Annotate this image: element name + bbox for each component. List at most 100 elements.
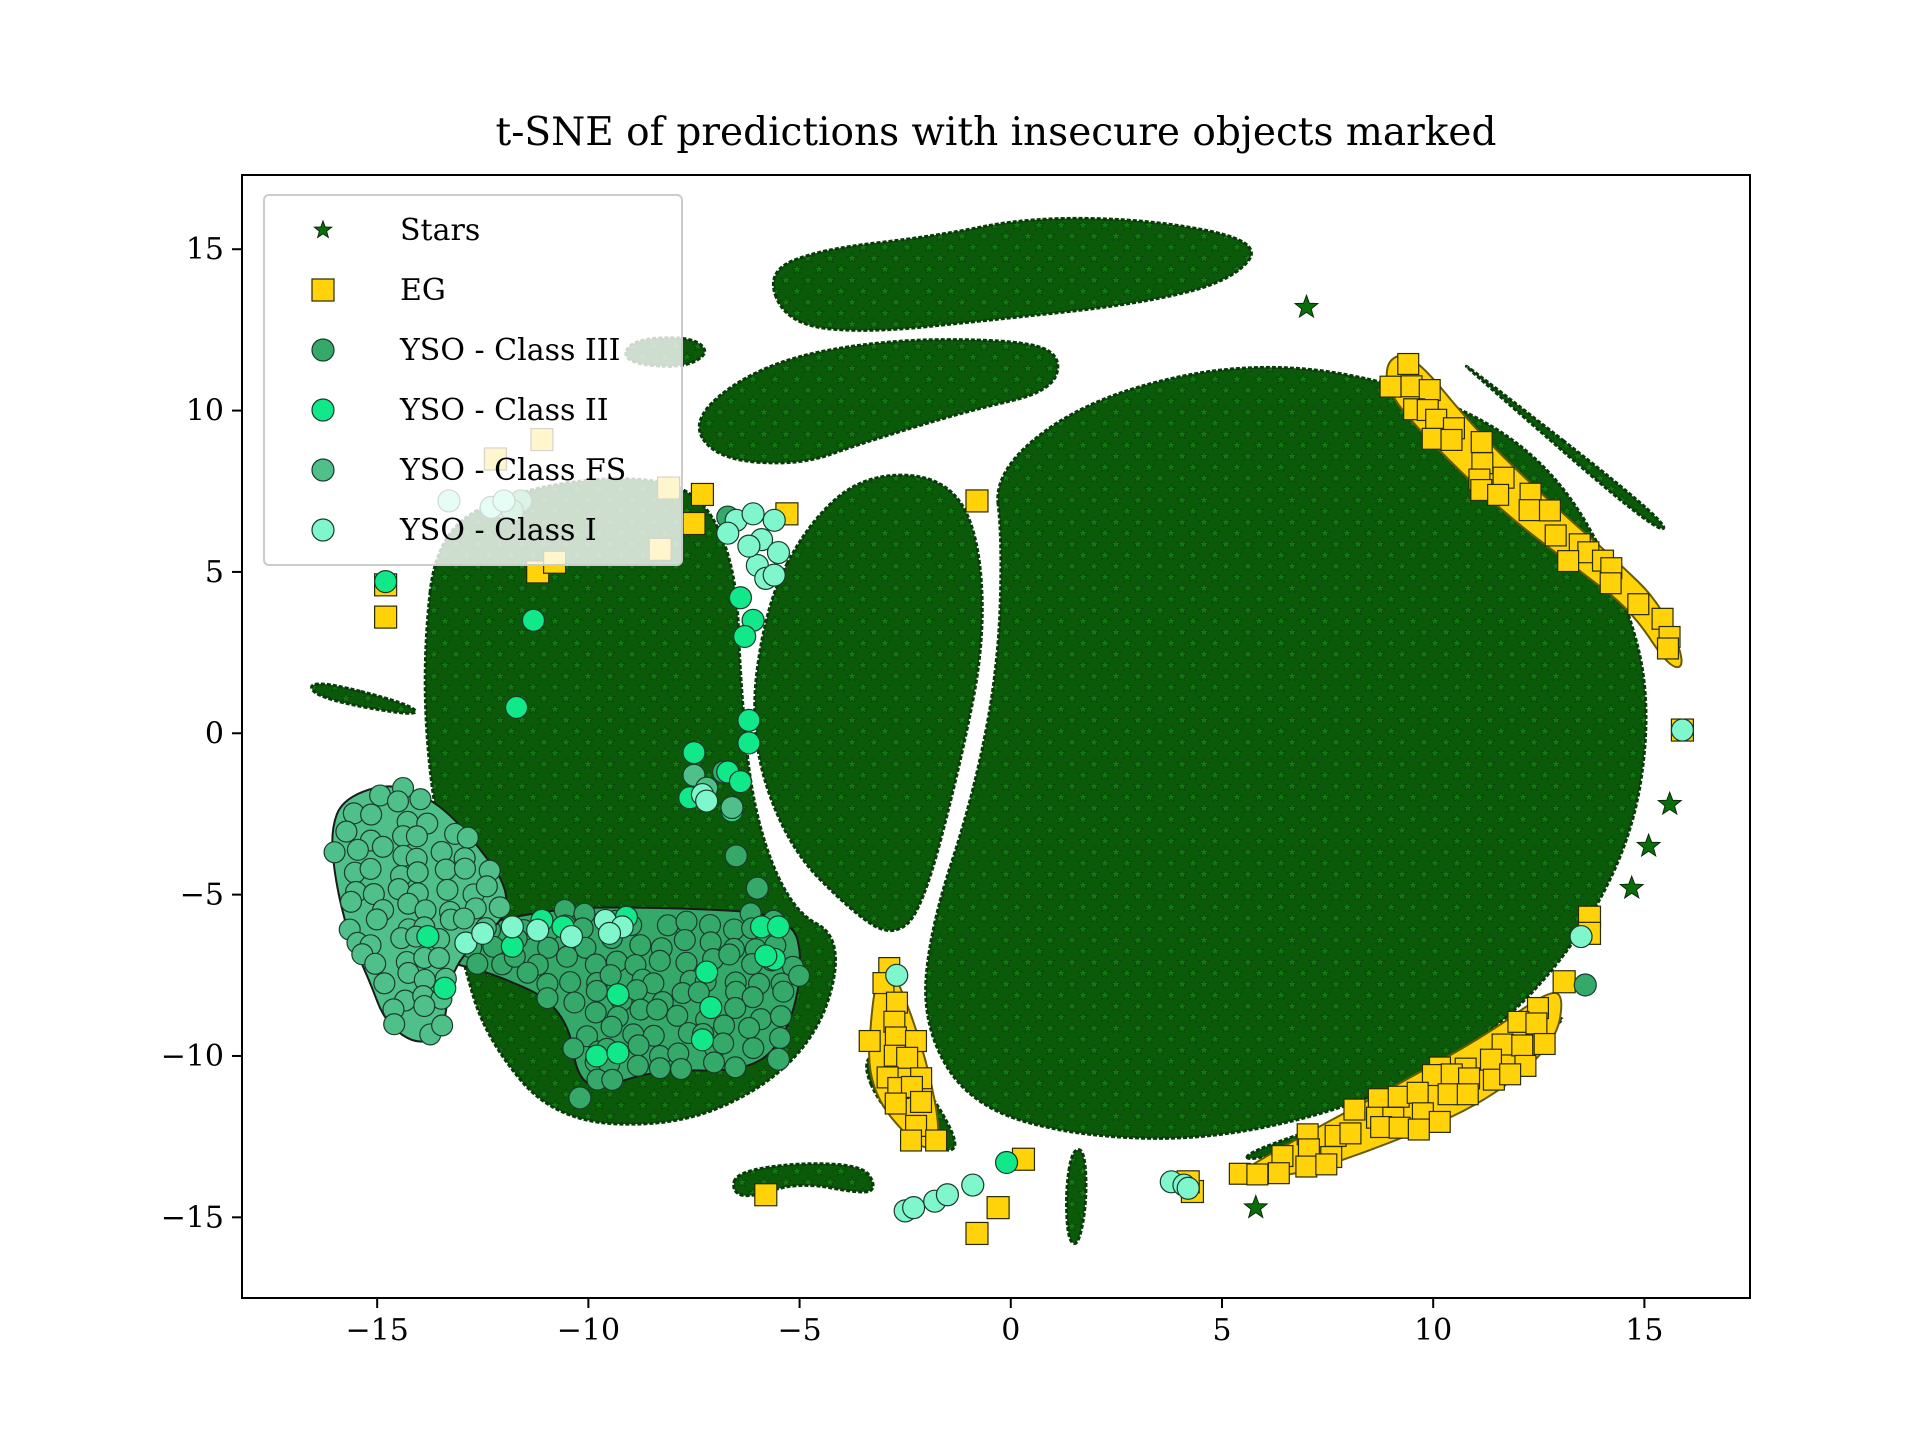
yso-class-ii-point — [690, 1028, 715, 1052]
yso-class-iii-marker — [669, 1057, 693, 1081]
eg-marker — [1470, 430, 1493, 454]
stars-region-second-band — [697, 338, 1060, 465]
eg-marker — [925, 1129, 948, 1152]
yso-class-iii-marker — [584, 1001, 607, 1024]
yso-class-ii-point — [374, 570, 398, 594]
stars-region-right-diagonal-strip — [1464, 364, 1666, 531]
y-tick-label: 0 — [205, 716, 224, 751]
eg-point — [986, 1196, 1010, 1220]
yso-class-iii-marker — [466, 952, 489, 975]
markers — [374, 293, 1695, 1246]
yso-class-fs-point — [720, 795, 744, 820]
yso-class-fs-marker — [413, 994, 436, 1018]
eg-marker — [1627, 593, 1650, 616]
stars-point — [1293, 293, 1320, 319]
y-tick-label: −5 — [180, 878, 224, 913]
yso-class-iii-marker — [516, 961, 539, 984]
eg-marker — [1599, 572, 1622, 595]
yso-class-fs-marker — [323, 841, 346, 864]
yso-class-i-point — [935, 1183, 960, 1207]
yso-class-ii-point — [504, 695, 529, 720]
yso-class-iii-marker — [626, 1054, 649, 1077]
yso-class-i-point — [716, 521, 740, 545]
x-tick-label: 10 — [1414, 1313, 1452, 1348]
yso-class-ii-point — [585, 1044, 609, 1068]
eg-marker — [1437, 1083, 1460, 1106]
eg-point — [965, 489, 989, 513]
yso-class-i-point — [741, 502, 765, 526]
yso-class-fs-marker — [346, 838, 369, 861]
yso-class-fs-marker — [456, 826, 479, 849]
x-tick-label: 0 — [1001, 1313, 1020, 1348]
x-tick-label: −10 — [557, 1313, 620, 1348]
eg-marker — [1267, 1162, 1290, 1185]
yso-class-ii-point — [766, 915, 791, 939]
eg-marker — [1315, 1153, 1338, 1176]
stars-point — [1635, 832, 1662, 858]
eg-marker — [1407, 1118, 1430, 1141]
yso-class-iii-marker — [601, 1068, 624, 1091]
legend-yso-class-fs-icon — [311, 458, 335, 482]
yso-class-fs-marker — [339, 890, 363, 913]
yso-class-ii-point — [754, 944, 778, 968]
yso-class-ii-point — [500, 934, 524, 958]
yso-class-iii-point — [745, 876, 769, 900]
yso-class-fs-marker — [431, 1014, 454, 1037]
yso-class-iii-marker — [675, 910, 698, 933]
yso-class-i-point — [1670, 718, 1695, 742]
yso-class-ii-point — [737, 708, 761, 732]
yso-class-iii-marker — [702, 1051, 726, 1074]
yso-class-fs-marker — [452, 907, 475, 930]
yso-class-fs-marker — [436, 878, 459, 901]
x-tick-label: −5 — [777, 1313, 821, 1348]
yso-class-ii-point — [433, 976, 457, 1000]
yso-class-iii-marker — [724, 1056, 747, 1079]
eg-marker — [1406, 1081, 1429, 1104]
stars-region-big-right-blob — [924, 365, 1648, 1140]
legend-yso-class-i-label: YSO - Class I — [399, 513, 597, 548]
yso-class-iii-marker — [741, 986, 764, 1009]
yso-class-iii-marker — [675, 951, 698, 974]
legend-items: Stars EG YSO - Class III YSO - Class II YSO … — [311, 213, 626, 548]
x-tick-label: 15 — [1625, 1313, 1663, 1348]
eg-marker — [1518, 499, 1541, 522]
yso-class-fs-marker — [360, 803, 383, 826]
yso-class-i-point — [1176, 1176, 1200, 1200]
yso-class-ii-point — [728, 586, 753, 610]
yso-class-iii-marker — [769, 1026, 792, 1050]
yso-class-iii-marker — [712, 1032, 735, 1055]
yso-class-i-point — [695, 789, 719, 813]
eg-marker — [899, 1129, 923, 1152]
eg-point — [965, 1221, 989, 1246]
yso-class-i-point — [526, 918, 550, 942]
yso-class-iii-marker — [599, 964, 622, 987]
eg-marker — [1367, 1088, 1390, 1111]
eg-marker — [1538, 499, 1562, 522]
yso-class-ii-point — [416, 924, 440, 949]
eg-marker — [1479, 1048, 1503, 1071]
eg-marker — [1388, 1116, 1411, 1139]
stars-point — [1243, 1194, 1269, 1219]
x-axis-ticks: −15 −10 −5 0 5 10 15 — [346, 1298, 1663, 1348]
eg-marker — [1456, 1083, 1479, 1106]
legend-yso-class-iii-icon — [311, 338, 335, 362]
eg-marker — [1343, 1098, 1366, 1121]
yso-class-iii-marker — [648, 949, 671, 972]
y-axis-ticks: 15 10 5 0 −5 −10 −15 — [161, 232, 242, 1235]
y-tick-label: −15 — [161, 1200, 224, 1235]
yso-class-i-point — [762, 508, 786, 532]
yso-class-i-point — [762, 563, 786, 587]
yso-class-iii-point — [766, 1047, 791, 1071]
yso-class-iii-marker — [629, 934, 652, 957]
plot-area — [310, 216, 1695, 1246]
eg-marker — [1339, 1122, 1362, 1145]
yso-class-i-point — [961, 1173, 985, 1197]
eg-marker — [1533, 1032, 1556, 1056]
legend-eg-icon — [311, 278, 335, 302]
yso-class-i-point — [500, 915, 524, 939]
yso-class-iii-marker — [559, 971, 582, 994]
yso-class-iii-marker — [585, 979, 608, 1002]
yso-class-ii-point — [733, 624, 757, 649]
yso-class-ii-point — [521, 608, 546, 632]
legend-yso-class-ii-label: YSO - Class II — [399, 393, 609, 428]
